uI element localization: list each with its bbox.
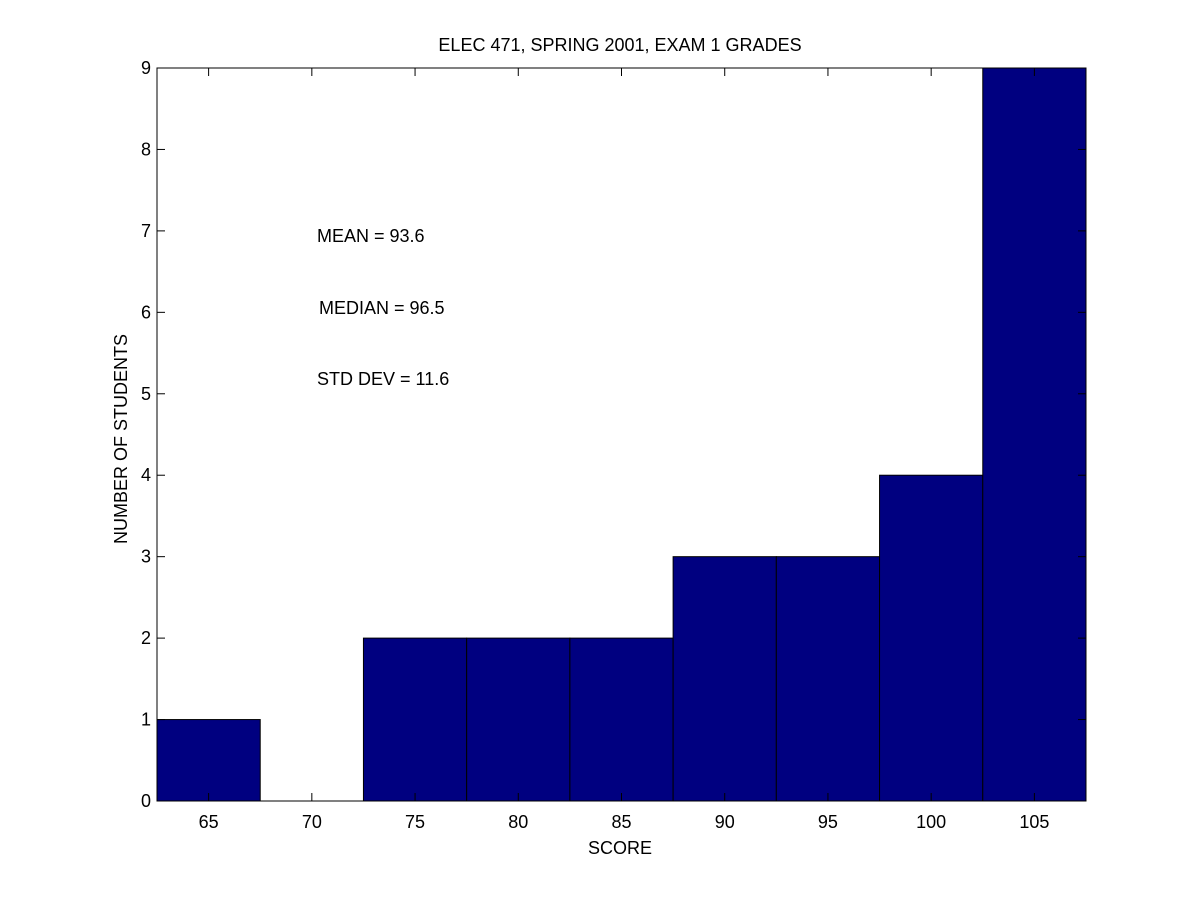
y-tick-label-4: 4	[141, 465, 151, 485]
histogram-bar-95	[775, 556, 881, 802]
chart-title: ELEC 471, SPRING 2001, EXAM 1 GRADES	[438, 35, 801, 55]
x-axis-label: SCORE	[588, 838, 652, 858]
x-tick-label-95: 95	[818, 812, 838, 832]
y-tick-label-1: 1	[141, 710, 151, 730]
y-tick-label-8: 8	[141, 139, 151, 159]
y-tick-label-0: 0	[141, 791, 151, 811]
histogram-bar-105	[982, 67, 1087, 802]
y-tick-label-3: 3	[141, 547, 151, 567]
histogram-bar-65	[156, 719, 261, 802]
x-tick-label-85: 85	[611, 812, 631, 832]
x-tick-label-90: 90	[715, 812, 735, 832]
annotation-std-dev: STD DEV = 11.6	[317, 369, 449, 389]
histogram-bar-75	[362, 637, 468, 802]
x-tick-label-105: 105	[1019, 812, 1049, 832]
x-tick-label-65: 65	[199, 812, 219, 832]
y-axis-label: NUMBER OF STUDENTS	[111, 334, 131, 544]
annotation-mean: MEAN = 93.6	[317, 226, 425, 246]
annotation-median: MEDIAN = 96.5	[319, 298, 445, 318]
x-tick-label-80: 80	[508, 812, 528, 832]
y-tick-label-2: 2	[141, 628, 151, 648]
histogram-bar-80	[466, 637, 571, 802]
histogram-bar-100	[879, 474, 984, 802]
bars-group	[156, 67, 1087, 802]
x-tick-label-75: 75	[405, 812, 425, 832]
histogram-bar-90	[672, 556, 777, 802]
x-tick-label-100: 100	[916, 812, 946, 832]
y-tick-label-6: 6	[141, 302, 151, 322]
y-tick-label-7: 7	[141, 221, 151, 241]
y-tick-label-9: 9	[141, 58, 151, 78]
histogram-bar-85	[569, 637, 674, 802]
x-tick-label-70: 70	[302, 812, 322, 832]
ticks-group: 65 70 75 80 85 90 95 100 105 0 1 2 3 4 5 6 7 8 9	[141, 58, 1086, 832]
y-tick-label-5: 5	[141, 384, 151, 404]
